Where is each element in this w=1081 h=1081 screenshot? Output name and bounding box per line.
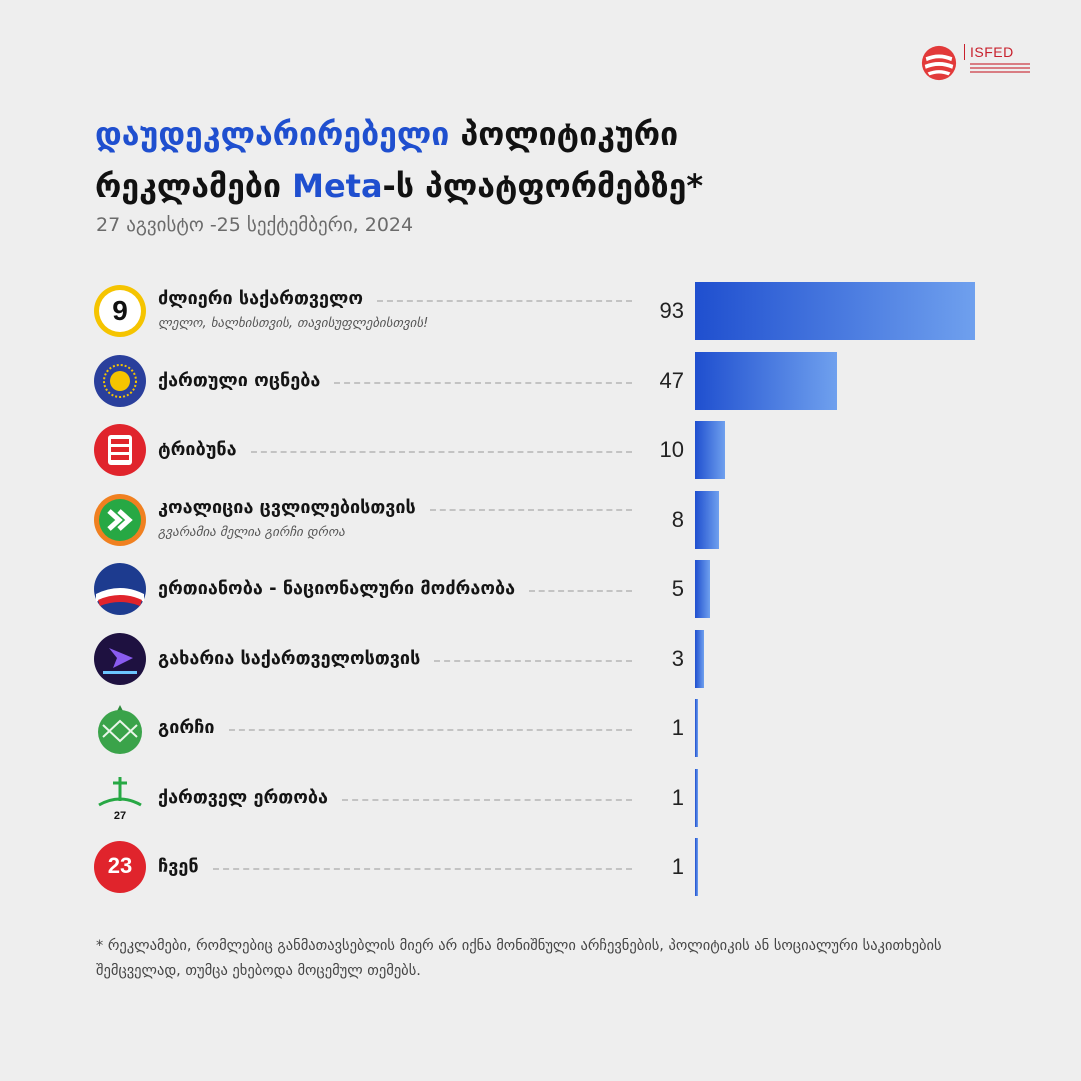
unm-flag-wave-icon	[94, 563, 146, 615]
category-label: ერთიანობა - ნაციონალური მოძრაობა	[158, 578, 516, 599]
leader-line	[334, 381, 632, 384]
coalition-chevrons-icon	[94, 493, 146, 546]
brand-name: ISFED	[964, 44, 1030, 60]
data-label: 1	[671, 854, 684, 879]
number-23-circle-icon: 23	[94, 841, 146, 893]
chart-row: ტრიბუნა 10	[90, 417, 990, 483]
chart-row: კოალიცია ცვლილებისთვის გვარამია მელია გირ…	[90, 487, 990, 553]
bar	[695, 699, 698, 757]
page-title: დაუდეკლარირებელი პოლიტიკური რეკლამები Me…	[95, 108, 995, 212]
title-line2-start: რეკლამები	[95, 167, 293, 205]
chart-row: 9 ძლიერი საქართველო ლელო, ხალხისთვის, თავი…	[90, 278, 990, 344]
chart-row: გახარია საქართველოსთვის 3	[90, 626, 990, 692]
isfed-ribbon-icon	[921, 45, 957, 81]
title-meta-highlight: Meta	[292, 167, 383, 205]
chart-row: 27 ქართველ ერთობა 1	[90, 765, 990, 831]
gakharia-arrow-icon	[94, 632, 146, 685]
chart-row: ერთიანობა - ნაციონალური მოძრაობა 5	[90, 556, 990, 622]
georgian-dream-sun-icon	[94, 354, 146, 407]
data-label: 1	[671, 784, 684, 810]
category-label: ტრიბუნა	[158, 439, 237, 460]
data-label: 1	[671, 715, 684, 740]
bar	[695, 421, 726, 479]
category-label: ჩვენ	[158, 856, 199, 877]
bar	[695, 282, 975, 340]
logo-label: 27	[114, 810, 126, 822]
tribuna-logo-icon	[94, 424, 146, 476]
category-subtitle: ლელო, ხალხისთვის, თავისუფლებისთვის!	[158, 316, 429, 331]
date-range-subtitle: 27 აგვისტო -25 სექტემბერი, 2024	[96, 214, 414, 236]
leader-line	[377, 300, 632, 302]
data-label: 8	[671, 506, 684, 532]
category-label: კოალიცია ცვლილებისთვის	[158, 496, 416, 518]
number-9-circle-icon: 9	[94, 285, 146, 337]
category-label: ქართველ ერთობა	[158, 786, 328, 808]
chart-row: გირჩი 1	[90, 695, 990, 761]
logo-label: 23	[108, 853, 132, 878]
footnote: * რეკლამები, რომლებიც განმათავსებლის მიე…	[96, 938, 942, 979]
category-label: გახარია საქართველოსთვის	[158, 647, 421, 669]
bar	[695, 560, 711, 618]
data-label: 3	[671, 645, 684, 671]
leader-line	[228, 729, 632, 731]
category-subtitle: გვარამია მელია გირჩი დროა	[158, 524, 345, 540]
title-highlight: დაუდეკლარირებელი	[95, 115, 450, 153]
category-label: გირჩი	[158, 717, 215, 738]
leader-line	[429, 508, 632, 511]
category-label: ქართული ოცნება	[158, 369, 321, 391]
data-label: 10	[659, 437, 684, 462]
bar	[695, 351, 837, 410]
leader-line	[250, 451, 632, 453]
data-label: 5	[671, 576, 684, 601]
brand-tagline-lines	[970, 63, 1030, 73]
leader-line	[434, 659, 632, 662]
leader-line	[341, 798, 632, 801]
logo-label: 9	[112, 295, 128, 326]
leader-line	[529, 590, 632, 592]
chart-row: ქართული ოცნება 47	[90, 348, 990, 414]
isfed-brand: ISFED	[920, 44, 1030, 82]
girchi-cone-icon	[98, 705, 142, 754]
chart-row: 23 ჩვენ 1	[90, 834, 990, 900]
bar	[695, 838, 698, 896]
category-label: ძლიერი საქართველო	[158, 288, 364, 309]
data-label: 93	[659, 298, 684, 323]
title-line2-rest: -ს პლატფორმებზე*	[382, 167, 704, 205]
title-line1-rest: პოლიტიკური	[449, 115, 679, 153]
georgian-unity-cross-icon: 27	[98, 776, 142, 822]
leader-line	[212, 868, 632, 870]
bar	[695, 768, 698, 827]
data-label: 47	[659, 367, 684, 393]
bar	[695, 629, 705, 688]
bar	[695, 490, 720, 549]
